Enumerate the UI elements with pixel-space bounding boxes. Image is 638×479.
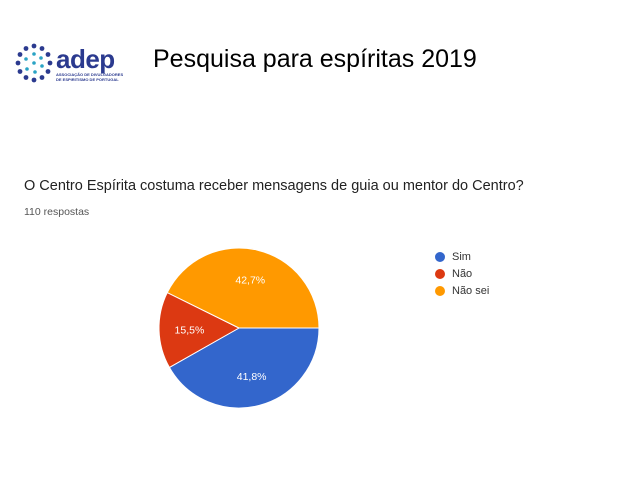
form-question: O Centro Espírita costuma receber mensag… <box>24 178 524 194</box>
legend-label: Sim <box>452 250 471 263</box>
pie-label-nao-sei: 42,7% <box>235 275 265 287</box>
logo-wordmark: adep <box>56 44 115 74</box>
legend-label: Não sei <box>452 284 490 297</box>
legend-item-nao: Não <box>435 265 489 282</box>
logo-subtext: Associação de Divulgadores de Espiritism… <box>56 72 124 82</box>
pie-slice-nao-sei <box>166 247 320 329</box>
legend-dot-icon <box>435 268 445 279</box>
legend-dot-icon <box>435 251 445 262</box>
legend-item-sim: Sim <box>435 248 489 265</box>
pie-slice-sim <box>168 327 320 409</box>
logo-dots-icon <box>15 43 53 83</box>
pie-slice-nao <box>158 291 241 369</box>
legend-label: Não <box>452 267 473 280</box>
legend-item-nao-sei: Não sei <box>435 282 489 299</box>
response-count: 110 respostas <box>24 206 90 218</box>
pie-label-sim: 41,8% <box>237 371 267 383</box>
adep-logo: adep Associação de Divulgadores de Espir… <box>14 42 124 84</box>
pie-label-nao: 15,5% <box>175 324 205 336</box>
chart-legend: Sim Não Não sei <box>435 248 489 299</box>
legend-dot-icon <box>435 285 445 296</box>
slide-title: Pesquisa para espíritas 2019 <box>153 45 477 73</box>
